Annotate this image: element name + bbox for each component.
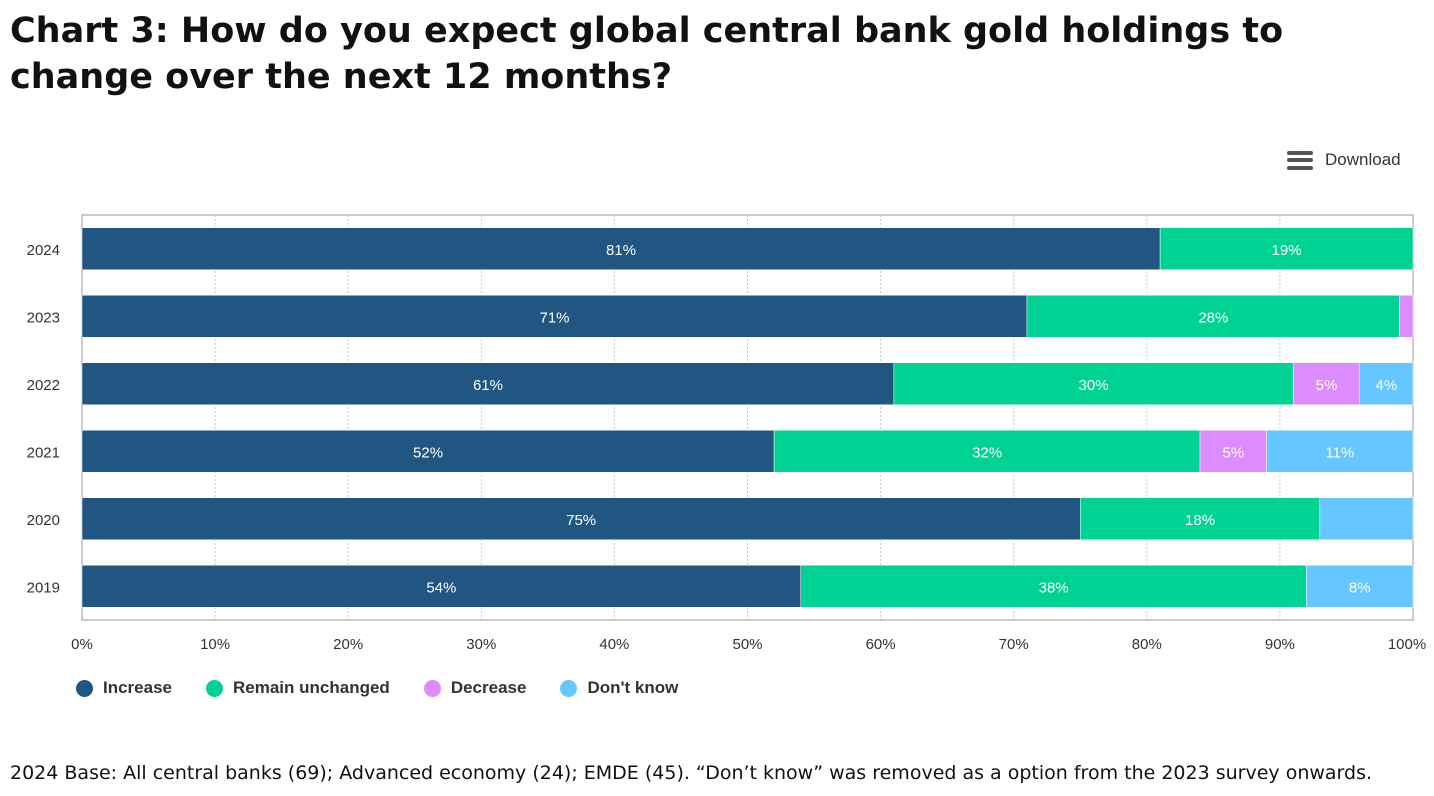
- stacked-bar-chart: 0% 10% 20% 30% 40% 50% 60% 70% 80% 90% 100% 2024 81%…: [27, 214, 1426, 653]
- download-button[interactable]: Download: [1287, 150, 1401, 170]
- x-tick-label: 40%: [599, 636, 629, 653]
- legend-label: Increase: [103, 678, 172, 697]
- bar-segment-increase: [81, 497, 1081, 540]
- bar-segment-decrease: [1292, 362, 1361, 405]
- x-tick-label: 100%: [1388, 636, 1426, 653]
- bar-segment-decrease: [1399, 295, 1414, 338]
- footnote: 2024 Base: All central banks (69); Advan…: [10, 762, 1373, 784]
- y-category-label: 2023: [27, 309, 60, 326]
- download-label: Download: [1325, 150, 1401, 169]
- legend-item[interactable]: Decrease: [423, 678, 527, 698]
- bar-segment-remain-unchanged: [773, 430, 1201, 473]
- legend-item[interactable]: Don't know: [560, 678, 678, 698]
- data-label: 5%: [1316, 377, 1338, 394]
- x-tick-label: 0%: [71, 636, 93, 653]
- y-category-label: 2020: [27, 512, 60, 529]
- plot-frame: [81, 214, 1414, 621]
- y-category-label: 2024: [27, 242, 60, 259]
- legend-marker-icon: [560, 679, 578, 697]
- data-label: 28%: [1198, 309, 1228, 326]
- data-label: 52%: [413, 444, 443, 461]
- data-label: 61%: [473, 377, 503, 394]
- x-tick-label: 30%: [466, 636, 496, 653]
- data-label: 32%: [972, 444, 1002, 461]
- data-label: 18%: [1185, 512, 1215, 529]
- bar-segment-don-t-know: [1306, 565, 1414, 608]
- data-label: 38%: [1039, 579, 1069, 596]
- legend-marker-icon: [206, 679, 223, 697]
- bar-segment-remain-unchanged: [1080, 497, 1321, 540]
- x-tick-label: 20%: [333, 636, 363, 653]
- legend-item[interactable]: Increase: [76, 678, 172, 698]
- y-category-label: 2019: [27, 579, 60, 596]
- data-label: 81%: [606, 242, 636, 259]
- x-tick-label: 10%: [200, 636, 230, 653]
- x-tick-label: 60%: [866, 636, 896, 653]
- bar-segment-increase: [81, 430, 775, 473]
- bar-segment-decrease: [1199, 430, 1267, 473]
- data-label: 75%: [566, 512, 596, 529]
- x-tick-label: 70%: [999, 636, 1029, 653]
- bar-segment-increase: [81, 227, 1161, 270]
- bar-segment-remain-unchanged: [1159, 227, 1414, 270]
- bar-segment-increase: [81, 295, 1028, 338]
- data-label: 30%: [1079, 377, 1109, 394]
- x-tick-label: 50%: [732, 636, 762, 653]
- legend-label: Don't know: [587, 678, 679, 697]
- y-category-label: 2022: [27, 377, 60, 394]
- x-tick-label: 90%: [1265, 636, 1295, 653]
- data-label: 54%: [426, 579, 456, 596]
- data-label: 8%: [1349, 579, 1371, 596]
- bar-segment-don-t-know: [1319, 497, 1414, 540]
- bar-segment-increase: [81, 565, 801, 608]
- x-tick-label: 80%: [1132, 636, 1162, 653]
- legend: Increase Remain unchanged Decrease Don't kn…: [76, 678, 678, 698]
- data-label: 71%: [539, 309, 569, 326]
- bar-segment-don-t-know: [1266, 430, 1414, 473]
- bar-segment-increase: [81, 362, 895, 405]
- data-label: 19%: [1272, 242, 1302, 259]
- bar-segment-don-t-know: [1359, 362, 1414, 405]
- bar-segment-remain-unchanged: [800, 565, 1307, 608]
- legend-label: Remain unchanged: [233, 678, 390, 697]
- bar-segment-remain-unchanged: [893, 362, 1294, 405]
- legend-label: Decrease: [450, 678, 527, 697]
- data-label: 4%: [1376, 377, 1398, 394]
- data-label: 11%: [1325, 444, 1354, 461]
- y-category-label: 2021: [27, 444, 60, 461]
- legend-marker-icon: [76, 679, 93, 697]
- legend-item[interactable]: Remain unchanged: [206, 678, 390, 698]
- hamburger-menu-icon: [1287, 150, 1313, 170]
- chart-title: Chart 3: How do you expect global centra…: [10, 11, 1284, 97]
- bar-segment-remain-unchanged: [1026, 295, 1400, 338]
- data-label: 5%: [1222, 444, 1244, 461]
- legend-marker-icon: [423, 679, 441, 697]
